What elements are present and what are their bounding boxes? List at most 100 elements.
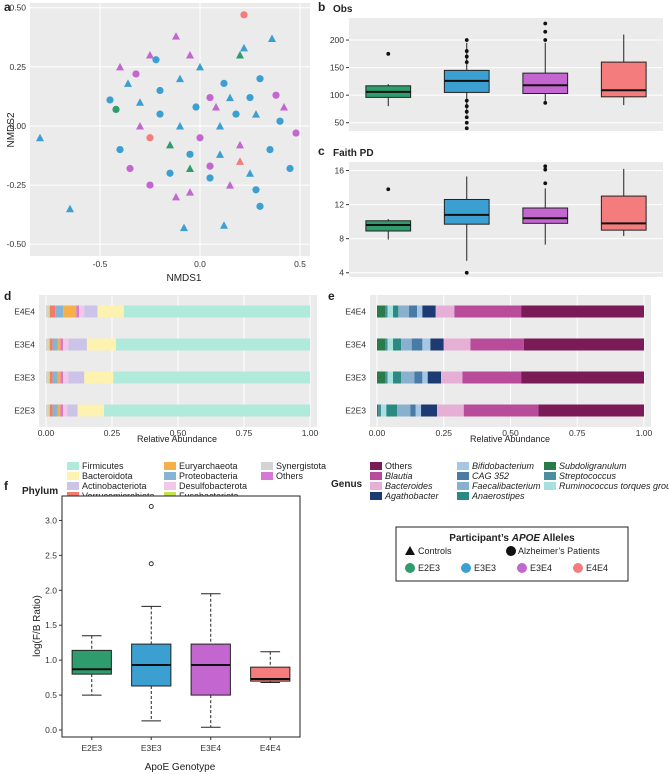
panel-label-b: b xyxy=(318,0,325,14)
d-segment xyxy=(48,371,50,384)
f-plot-area xyxy=(61,495,301,738)
d-segment xyxy=(46,305,49,318)
e-legend-swatch xyxy=(370,492,382,500)
b-outlier xyxy=(464,54,469,59)
d-segment xyxy=(113,371,310,384)
patients-circle-icon xyxy=(506,546,516,556)
b-outlier xyxy=(386,51,391,56)
e-segment xyxy=(417,305,423,318)
c-ytick-label: 12 xyxy=(335,200,345,210)
e-segment xyxy=(377,305,386,318)
f-ytick-label: 2.0 xyxy=(45,585,57,595)
d-segment xyxy=(55,305,64,318)
e-segment xyxy=(385,371,388,384)
c-ytick-label: 8 xyxy=(339,234,344,244)
e-segment xyxy=(462,371,522,384)
e-segment xyxy=(437,404,464,417)
d-xtick-label: 0.50 xyxy=(170,428,187,438)
d-segment xyxy=(84,371,114,384)
scatter-point-patient xyxy=(106,96,114,104)
d-segment xyxy=(52,371,58,384)
e-segment xyxy=(427,371,442,384)
b-box-E3E4 xyxy=(522,72,569,95)
e-segment xyxy=(430,338,444,351)
scatter-point-patient xyxy=(126,164,134,173)
d-segment xyxy=(49,305,56,318)
e-segment xyxy=(378,404,382,417)
d-segment xyxy=(76,305,79,318)
d-legend-label: Synergistota xyxy=(276,461,326,471)
e-segment xyxy=(422,305,436,318)
d-row-label: E3E3 xyxy=(14,373,35,383)
e-segment xyxy=(421,404,438,417)
d-segment xyxy=(104,404,310,417)
apoe-legend-dot-E3E4 xyxy=(517,563,527,573)
b-ytick-label: 100 xyxy=(330,90,344,100)
c-box-E3E4 xyxy=(522,207,569,224)
scatter-point-control xyxy=(246,169,254,177)
d-segment xyxy=(46,404,49,417)
apoe-legend-patients: Alzheimer’s Patients xyxy=(518,546,600,556)
e-segment xyxy=(463,404,539,417)
c-outlier xyxy=(543,181,548,186)
d-legend-swatch xyxy=(164,462,176,470)
apoe-legend-label-E3E3: E3E3 xyxy=(474,563,496,573)
d-segment xyxy=(63,305,77,318)
nmds-xtick-label: -0.5 xyxy=(93,259,108,269)
e-legend-label: Streptococcus xyxy=(559,471,617,481)
apoe-legend-controls: Controls xyxy=(418,546,452,556)
d-legend-swatch xyxy=(67,462,79,470)
b-outlier xyxy=(464,60,469,64)
d-row-label: E3E4 xyxy=(14,340,35,350)
e-legend-label: Others xyxy=(385,461,413,471)
f-ytick-label: 1.0 xyxy=(45,655,57,665)
d-segment xyxy=(68,338,87,351)
d-segment xyxy=(77,404,105,417)
d-segment xyxy=(63,338,69,351)
d-segment xyxy=(123,305,310,318)
e-legend-swatch xyxy=(457,492,469,500)
scatter-point-control xyxy=(36,133,44,142)
e-xtick-label: 0.25 xyxy=(435,428,452,438)
e-legend-swatch xyxy=(457,462,469,470)
scatter-point-patient xyxy=(256,75,264,83)
scatter-point-control xyxy=(226,93,234,102)
scatter-point-control xyxy=(176,121,184,130)
scatter-point-patient xyxy=(266,145,274,154)
c-outlier xyxy=(543,167,548,172)
e-segment xyxy=(377,404,379,417)
f-xtick-label: E3E4 xyxy=(200,743,221,753)
e-segment xyxy=(385,338,388,351)
b-ytick-label: 200 xyxy=(330,35,344,45)
genus-legend-title: Genus xyxy=(331,479,363,490)
nmds-ytick-label: -0.25 xyxy=(7,180,27,190)
apoe-legend-dot-E3E3 xyxy=(461,563,471,573)
d-segment xyxy=(67,404,78,417)
e-legend-label: Faecalibacterium xyxy=(472,481,541,491)
scatter-point-patient xyxy=(152,56,160,64)
d-segment xyxy=(46,338,49,351)
b-outlier xyxy=(464,38,469,42)
e-segment xyxy=(387,371,394,384)
e-xtick-label: 0.75 xyxy=(569,428,586,438)
e-legend-label: Bacteroides xyxy=(385,481,433,491)
f-ytick-label: 1.5 xyxy=(45,620,57,630)
b-ytick-label: 50 xyxy=(335,118,345,128)
apoe-legend-dot-E2E3 xyxy=(405,563,415,573)
scatter-point-patient xyxy=(256,202,264,210)
fb-ratio-boxplot-panel: ApoE Genotype log(F/B Ratio) 0.0 0.5 1.0 1.… xyxy=(32,495,301,773)
d-segment xyxy=(48,338,50,351)
e-segment xyxy=(443,338,471,351)
e-legend-label: Blautia xyxy=(385,471,413,481)
scatter-point-control xyxy=(172,192,180,201)
scatter-point-patient xyxy=(276,117,284,125)
nmds-ytick-label: 0.50 xyxy=(9,3,26,13)
d-segment xyxy=(49,338,53,351)
e-legend-label: Ruminococcus torques group xyxy=(559,481,669,491)
fb-xlabel: ApoE Genotype xyxy=(145,762,216,773)
e-legend-swatch xyxy=(544,472,556,480)
scatter-point-patient xyxy=(196,134,204,142)
d-segment xyxy=(60,371,64,384)
scatter-point-control xyxy=(186,51,194,59)
d-segment xyxy=(57,338,61,351)
